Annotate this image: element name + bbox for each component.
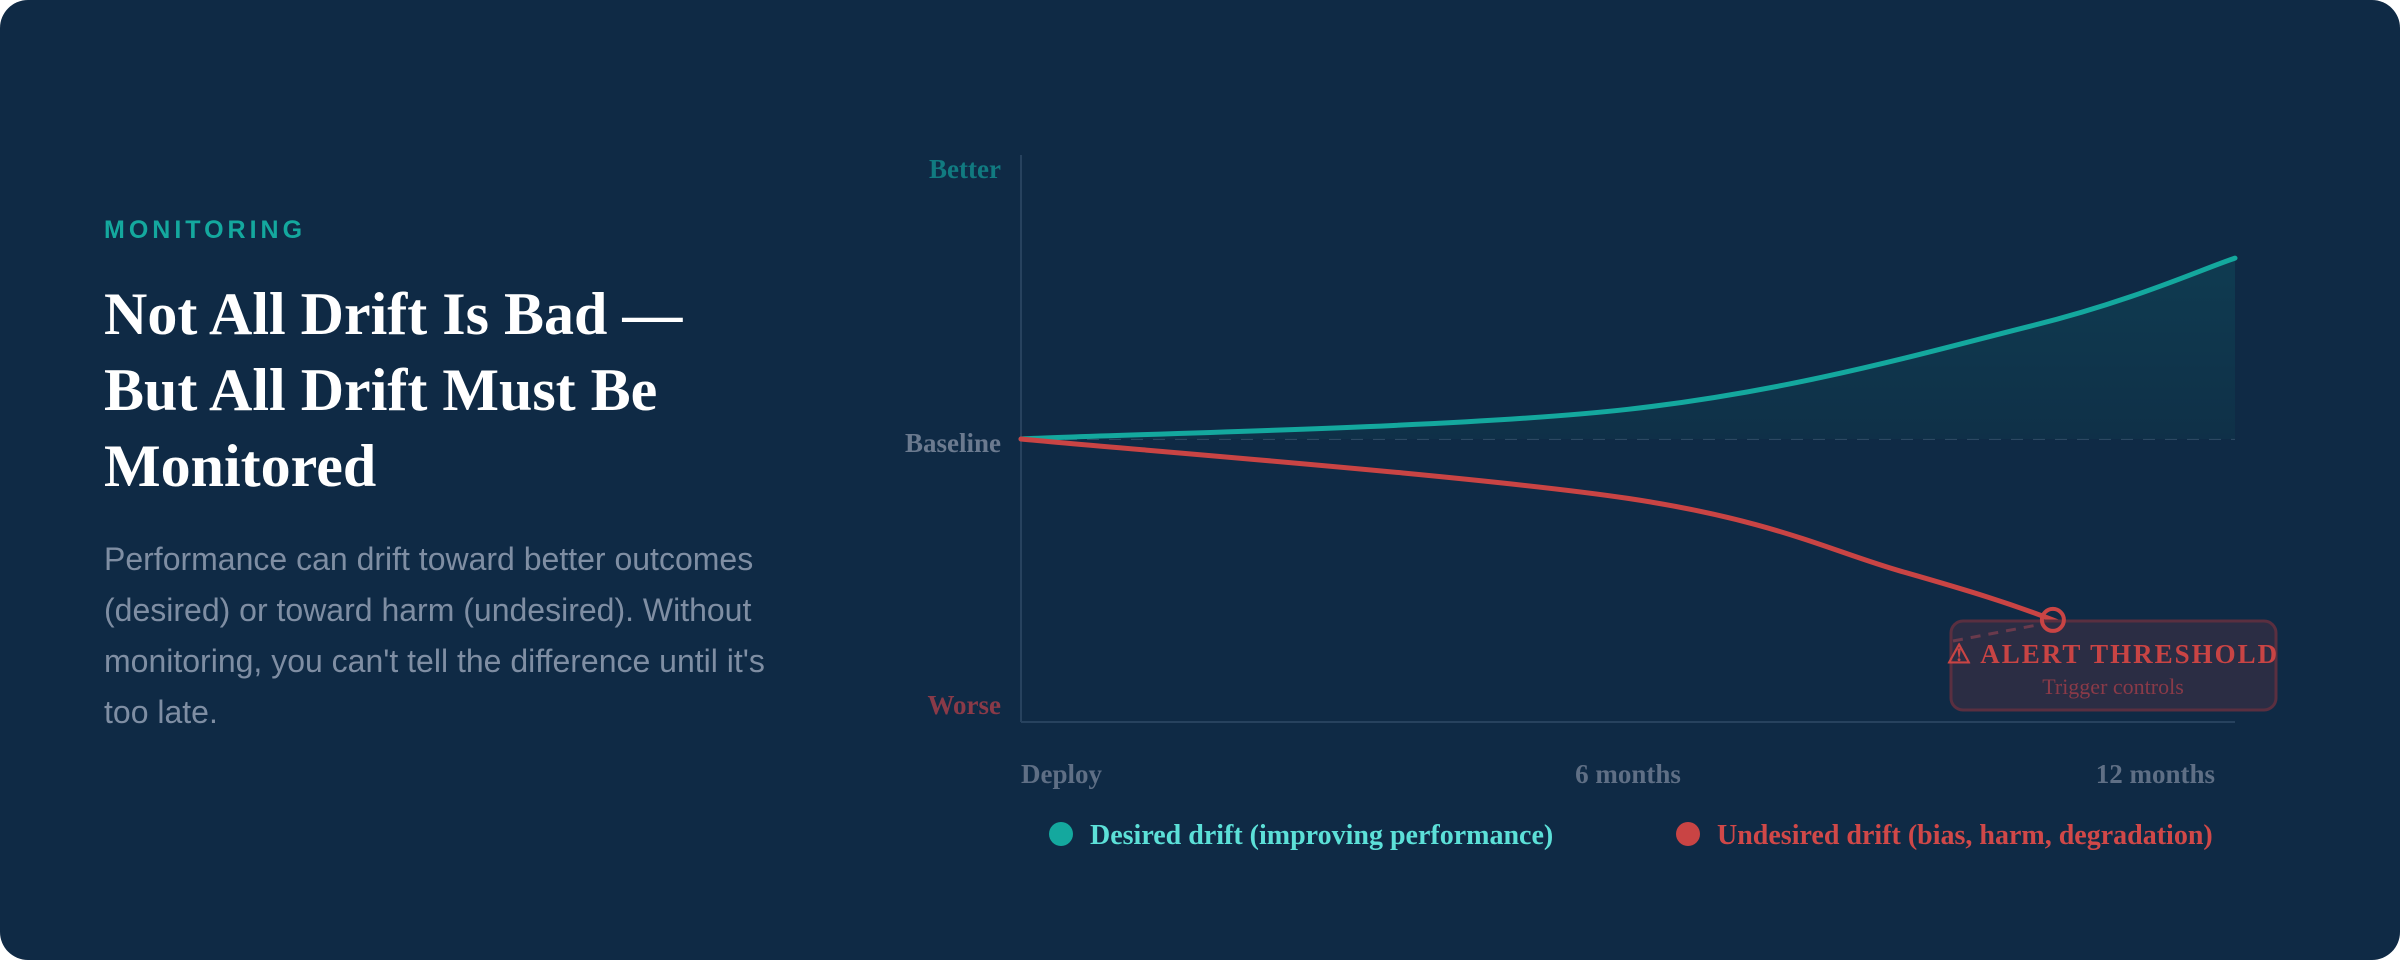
eyebrow: MONITORING	[104, 216, 307, 244]
x-label-12-months: 12 months	[2096, 759, 2215, 789]
alert-marker	[2039, 606, 2066, 633]
legend-undesired-label: Undesired drift (bias, harm, degradation…	[1717, 820, 2213, 851]
alert-title: ⚠ ALERT THRESHOLD	[1947, 639, 2279, 669]
legend: Desired drift (improving performance) Un…	[1049, 820, 2213, 851]
page-title: Not All Drift Is Bad — But All Drift Mus…	[104, 281, 683, 499]
legend-desired-swatch	[1049, 822, 1073, 846]
y-label-better: Better	[929, 154, 1001, 184]
y-label-worse: Worse	[928, 690, 1002, 720]
legend-desired-label: Desired drift (improving performance)	[1090, 820, 1553, 851]
alert-threshold-annotation: ⚠ ALERT THRESHOLD Trigger controls	[1947, 606, 2279, 712]
desired-area	[1021, 258, 2235, 439]
legend-undesired-swatch	[1676, 822, 1700, 846]
alert-box	[1949, 619, 2278, 712]
alert-leader-line	[1952, 622, 2044, 643]
desired-drift-line	[1018, 255, 2238, 442]
alert-subtitle: Trigger controls	[2042, 674, 2184, 699]
x-label-deploy: Deploy	[1021, 759, 1103, 789]
x-label-6-months: 6 months	[1575, 759, 1681, 789]
description: Performance can drift toward better outc…	[104, 541, 765, 730]
y-label-baseline: Baseline	[905, 428, 1001, 458]
